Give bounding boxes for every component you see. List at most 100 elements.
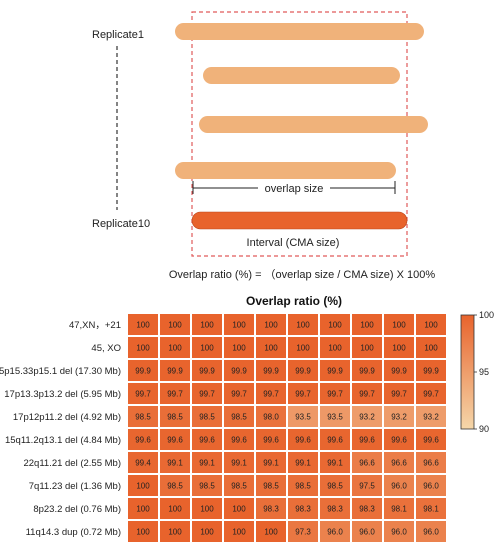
cell-value: 100 (168, 321, 182, 330)
heatmap-cell (192, 337, 222, 358)
overlap-diagram: Replicate1 Replicate10 overlap size Inte… (92, 11, 435, 281)
cell-value: 97.5 (359, 482, 375, 491)
heatmap-cell (384, 429, 414, 450)
heatmap-cell (192, 521, 222, 542)
cell-value: 99.4 (135, 459, 151, 468)
heatmap-cell (384, 383, 414, 404)
cell-value: 100 (136, 505, 150, 514)
heatmap: 47,XN，+21 100 100 100 100 100 100 100 100 100 100 4… (0, 314, 446, 542)
heatmap-cell (224, 314, 254, 335)
cell-value: 98.5 (231, 482, 247, 491)
cell-value: 100 (296, 321, 310, 330)
cell-value: 99.7 (295, 390, 311, 399)
cell-value: 98.3 (327, 505, 343, 514)
cell-value: 100 (392, 321, 406, 330)
cell-value: 98.5 (167, 413, 183, 422)
heatmap-cell (320, 337, 350, 358)
cell-value: 99.1 (231, 459, 247, 468)
cell-value: 99.7 (135, 390, 151, 399)
cell-value: 99.1 (167, 459, 183, 468)
heatmap-cell (352, 314, 382, 335)
cell-value: 100 (136, 482, 150, 491)
heatmap-cell (224, 521, 254, 542)
heatmap-cell (288, 429, 318, 450)
cell-value: 96.6 (359, 459, 375, 468)
cell-value: 98.3 (295, 505, 311, 514)
cell-value: 99.1 (263, 459, 279, 468)
cell-value: 100 (328, 344, 342, 353)
heatmap-cell (224, 475, 254, 496)
heatmap-cell (416, 314, 446, 335)
heatmap-cell (128, 429, 158, 450)
overlap-size-label: overlap size (265, 183, 324, 195)
cell-value: 99.6 (263, 436, 279, 445)
cell-value: 98.5 (231, 413, 247, 422)
cell-value: 99.6 (167, 436, 183, 445)
cell-value: 99.6 (135, 436, 151, 445)
heatmap-cell (288, 521, 318, 542)
heatmap-cell (288, 406, 318, 427)
cell-value: 98.1 (391, 505, 407, 514)
heatmap-cell (384, 498, 414, 519)
heatmap-cell (416, 452, 446, 473)
heatmap-cell (160, 498, 190, 519)
cell-value: 98.1 (423, 505, 439, 514)
cell-value: 99.9 (135, 367, 151, 376)
cell-value: 99.7 (423, 390, 439, 399)
cell-value: 100 (392, 344, 406, 353)
cell-value: 99.6 (423, 436, 439, 445)
heatmap-cell (320, 521, 350, 542)
heatmap-cell (384, 337, 414, 358)
cell-value: 100 (424, 321, 438, 330)
heatmap-cell (416, 498, 446, 519)
cell-value: 99.9 (391, 367, 407, 376)
heatmap-cell (160, 383, 190, 404)
cell-value: 96.0 (391, 482, 407, 491)
heatmap-cell (320, 406, 350, 427)
cell-value: 99.1 (327, 459, 343, 468)
cell-value: 93.5 (295, 413, 311, 422)
heatmap-cell (352, 498, 382, 519)
heatmap-cell (192, 406, 222, 427)
row-label: 17p12p11.2 del (4.92 Mb) (13, 412, 121, 423)
heatmap-cell (352, 429, 382, 450)
cell-value: 99.6 (199, 436, 215, 445)
heatmap-cell (288, 337, 318, 358)
cell-value: 98.5 (199, 482, 215, 491)
cell-value: 99.7 (199, 390, 215, 399)
cell-value: 99.7 (263, 390, 279, 399)
replicate-bar-1 (175, 23, 424, 40)
heatmap-cell (384, 475, 414, 496)
heatmap-cell (160, 475, 190, 496)
colorbar-ticks: 100 95 90 (474, 310, 494, 434)
interval-label: Interval (CMA size) (247, 237, 340, 249)
cell-value: 99.1 (199, 459, 215, 468)
cell-value: 100 (360, 321, 374, 330)
cell-value: 99.7 (359, 390, 375, 399)
row-label: 47,XN，+21 (69, 320, 121, 331)
cell-value: 99.9 (167, 367, 183, 376)
cell-value: 98.5 (167, 482, 183, 491)
cell-value: 100 (424, 344, 438, 353)
heatmap-cell (416, 475, 446, 496)
heatmap-cell (192, 314, 222, 335)
heatmap-cell (384, 452, 414, 473)
cell-value: 96.6 (391, 459, 407, 468)
cell-value: 100 (264, 344, 278, 353)
cell-value: 99.6 (359, 436, 375, 445)
overlap-dashed-box (191, 11, 408, 257)
heatmap-cell (256, 360, 286, 381)
cell-value: 99.9 (423, 367, 439, 376)
cell-value: 100 (200, 528, 214, 537)
cell-value: 93.5 (327, 413, 343, 422)
heatmap-cell (160, 314, 190, 335)
heatmap-cell (288, 475, 318, 496)
cell-value: 96.0 (391, 528, 407, 537)
cell-value: 99.9 (327, 367, 343, 376)
cell-value: 100 (232, 344, 246, 353)
cell-value: 96.0 (423, 482, 439, 491)
heatmap-cell (288, 360, 318, 381)
cell-value: 100 (264, 321, 278, 330)
heatmap-cell (192, 498, 222, 519)
